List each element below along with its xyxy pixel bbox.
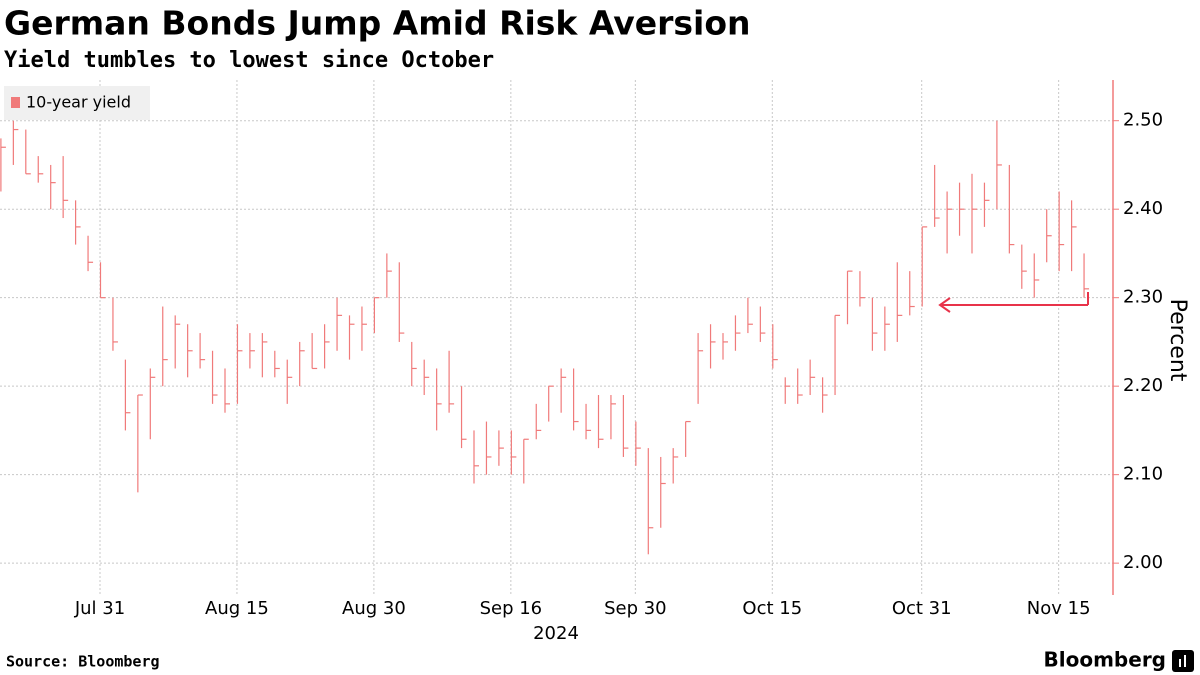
legend-swatch [11,97,20,108]
brand: Bloomberg [1044,648,1166,672]
y-tick-label: 2.40 [1123,198,1163,219]
annotation-arrowhead [938,297,951,313]
y-tick-label: 2.10 [1123,464,1163,485]
x-tick-label: Oct 31 [892,598,952,619]
y-tick-label: 2.20 [1123,375,1163,396]
brand-icon-bar [1179,659,1181,667]
brand-icon [1172,650,1194,672]
legend-label: 10-year yield [26,93,131,112]
x-tick-label: Oct 15 [742,598,802,619]
y-axis-label: Percent [1165,299,1190,382]
legend-box [4,86,150,120]
source: Source: Bloomberg [6,653,160,671]
x-tick-label: Sep 30 [604,598,667,619]
x-tick-label: Jul 31 [74,598,125,619]
x-tick-label: Nov 15 [1027,598,1091,619]
x-tick-label: Aug 15 [205,598,269,619]
chart-subtitle: Yield tumbles to lowest since October [4,48,494,73]
y-tick-label: 2.00 [1123,552,1163,573]
y-tick-label: 2.50 [1123,110,1163,131]
y-tick-label: 2.30 [1123,287,1163,308]
x-tick-label: Sep 16 [480,598,543,619]
chart-title: German Bonds Jump Amid Risk Aversion [4,4,751,43]
x-tick-label: Aug 30 [342,598,406,619]
plot-area: 2.00 2.10 2.20 2.30 2.40 2.50 Jul 31 Aug 15 Aug … [0,80,1163,619]
x-axis-label: 2024 [533,623,579,644]
brand-icon-bar [1184,655,1186,667]
